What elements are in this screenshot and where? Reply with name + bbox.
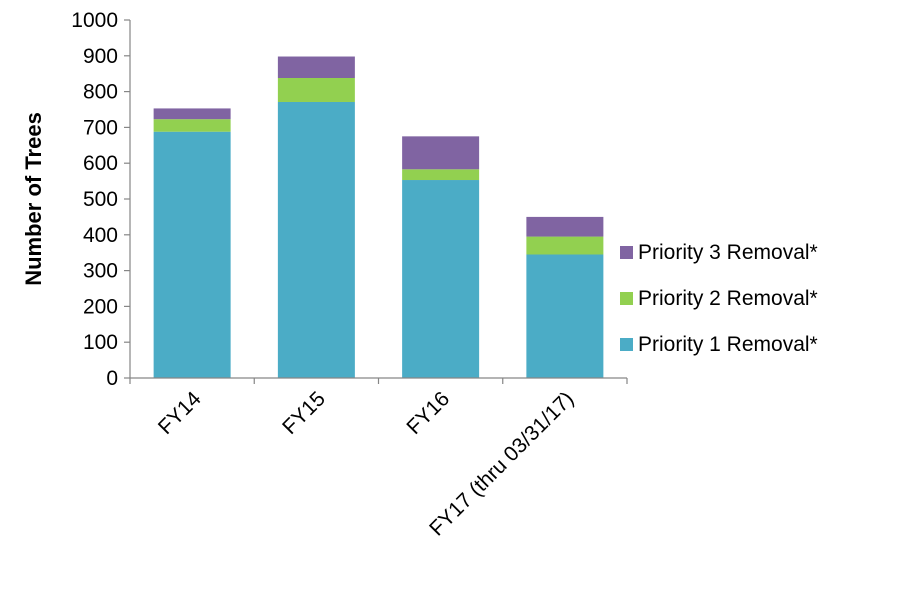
- y-tick-label: 500: [83, 188, 118, 211]
- bar-segment: [526, 216, 604, 237]
- x-tick-label: FY16: [402, 387, 454, 439]
- y-tick-label: 400: [83, 224, 118, 247]
- bars: [153, 56, 604, 379]
- bar-segment: [402, 180, 480, 378]
- y-tick-label: 200: [83, 295, 118, 318]
- bar-segment: [277, 56, 355, 78]
- legend-label: Priority 3 Removal*: [638, 241, 818, 264]
- bar-segment: [153, 119, 231, 132]
- bar-segment: [153, 131, 231, 378]
- bar-segment: [402, 169, 480, 181]
- y-tick-label: 300: [83, 260, 118, 283]
- legend-swatch: [620, 246, 633, 259]
- legend-label: Priority 1 Removal*: [638, 333, 818, 356]
- y-tick-label: 800: [83, 81, 118, 104]
- y-tick-label: 1000: [71, 9, 118, 32]
- bar-segment: [402, 136, 480, 170]
- y-tick-label: 600: [83, 152, 118, 175]
- y-tick-label: 100: [83, 331, 118, 354]
- y-axis-ticks: 0 100 200 300 400 500 600 700 800 900 1000: [71, 9, 130, 390]
- y-tick-label: 0: [106, 367, 118, 390]
- legend-swatch: [620, 292, 633, 305]
- bar-segment: [526, 236, 604, 255]
- bar-segment: [277, 77, 355, 102]
- x-tick-label: FY17 (thru 03/31/17): [425, 387, 578, 540]
- y-tick-label: 900: [83, 45, 118, 68]
- bar-segment: [277, 101, 355, 379]
- legend-label: Priority 2 Removal*: [638, 287, 818, 310]
- y-axis-title: Number of Trees: [21, 112, 46, 286]
- legend-swatch: [620, 338, 633, 351]
- x-tick-label: FY15: [278, 387, 330, 439]
- bar-segment: [526, 254, 604, 378]
- y-tick-label: 700: [83, 116, 118, 139]
- x-tick-label: FY14: [154, 387, 206, 439]
- bar-segment: [153, 108, 231, 120]
- legend: Priority 3 Removal* Priority 2 Removal* Pr…: [620, 241, 818, 356]
